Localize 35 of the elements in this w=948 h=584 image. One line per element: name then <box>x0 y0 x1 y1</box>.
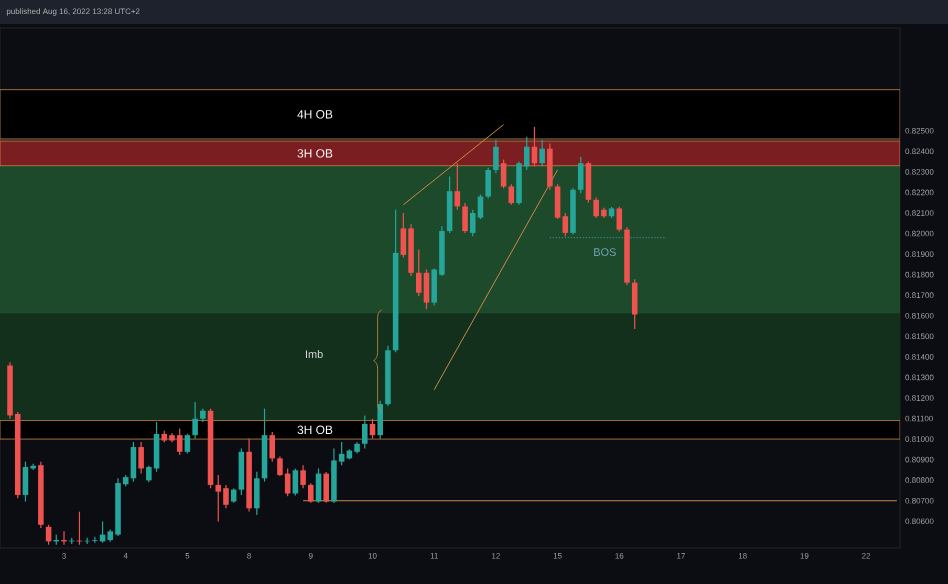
candlestick <box>292 468 299 497</box>
candlestick <box>323 471 329 504</box>
candlestick <box>446 175 453 234</box>
candlestick <box>254 471 260 516</box>
candlestick <box>631 278 638 330</box>
candlestick <box>300 464 306 489</box>
candlestick <box>176 427 183 456</box>
candlestick <box>593 196 599 219</box>
candlestick <box>508 183 515 206</box>
candlestick <box>315 467 322 504</box>
candlestick <box>92 536 98 544</box>
candlestick <box>585 160 592 204</box>
candlestick <box>462 202 468 234</box>
candlestick <box>22 461 29 503</box>
candlestick <box>215 474 222 523</box>
candlestick <box>138 441 144 475</box>
candlestick <box>184 433 191 455</box>
candlestick <box>269 431 276 463</box>
candlestick <box>485 167 491 200</box>
candlestick <box>308 482 314 504</box>
candlestick <box>238 447 245 496</box>
candlestick <box>493 139 499 174</box>
candlestick <box>570 187 576 236</box>
candlestick <box>616 206 623 233</box>
candlestick <box>577 156 584 194</box>
candlestick <box>408 223 414 277</box>
candlestick <box>539 139 545 168</box>
candlestick <box>223 484 229 509</box>
candlestick <box>362 414 368 450</box>
candlestick <box>192 401 198 440</box>
candlestick <box>415 248 422 297</box>
candlestick <box>331 447 337 504</box>
candlestick <box>423 268 430 310</box>
candlestick <box>547 142 553 191</box>
candlestick <box>261 408 268 483</box>
